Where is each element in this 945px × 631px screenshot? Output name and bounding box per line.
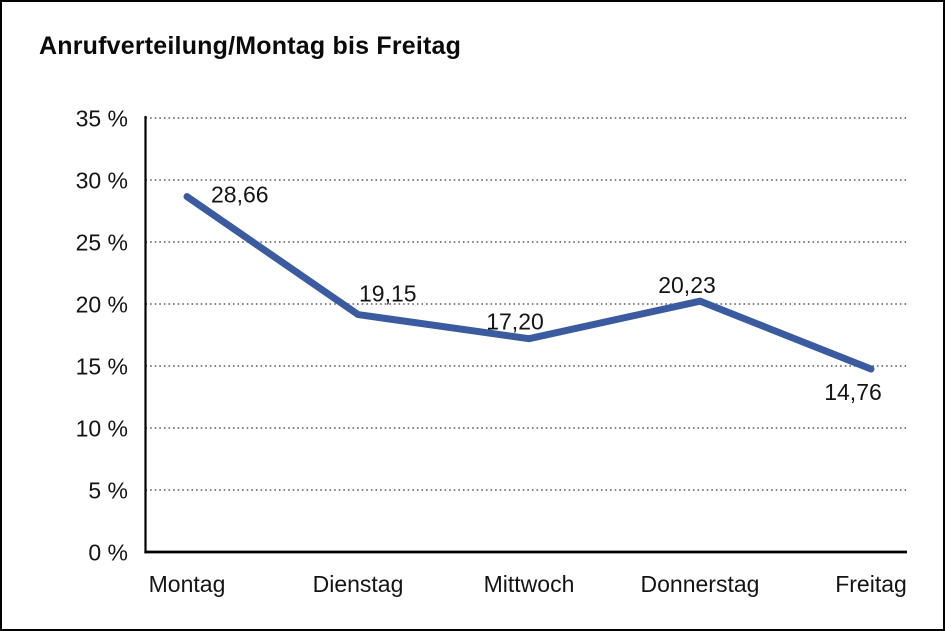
x-category-label: Donnerstag: [641, 571, 760, 597]
x-category-label: Montag: [149, 571, 226, 597]
data-point-label: 28,66: [211, 182, 269, 208]
data-point-label: 20,23: [658, 272, 716, 298]
y-tick-label: 25 %: [76, 230, 128, 256]
x-category-label: Freitag: [835, 571, 907, 597]
y-tick-label: 5 %: [88, 478, 128, 504]
y-tick-label: 20 %: [76, 292, 128, 318]
y-tick-label: 0 %: [88, 540, 128, 566]
y-tick-label: 15 %: [76, 354, 128, 380]
data-point-label: 14,76: [824, 379, 882, 405]
x-category-label: Mittwoch: [484, 571, 575, 597]
data-point-label: 17,20: [486, 309, 544, 335]
y-tick-label: 30 %: [76, 168, 128, 194]
y-tick-label: 35 %: [76, 106, 128, 132]
x-category-label: Dienstag: [313, 571, 404, 597]
data-series-line: [183, 193, 875, 373]
chart-title: Anrufverteilung/Montag bis Freitag: [39, 32, 462, 60]
y-tick-label: 10 %: [76, 416, 128, 442]
data-point-label: 19,15: [359, 281, 417, 307]
